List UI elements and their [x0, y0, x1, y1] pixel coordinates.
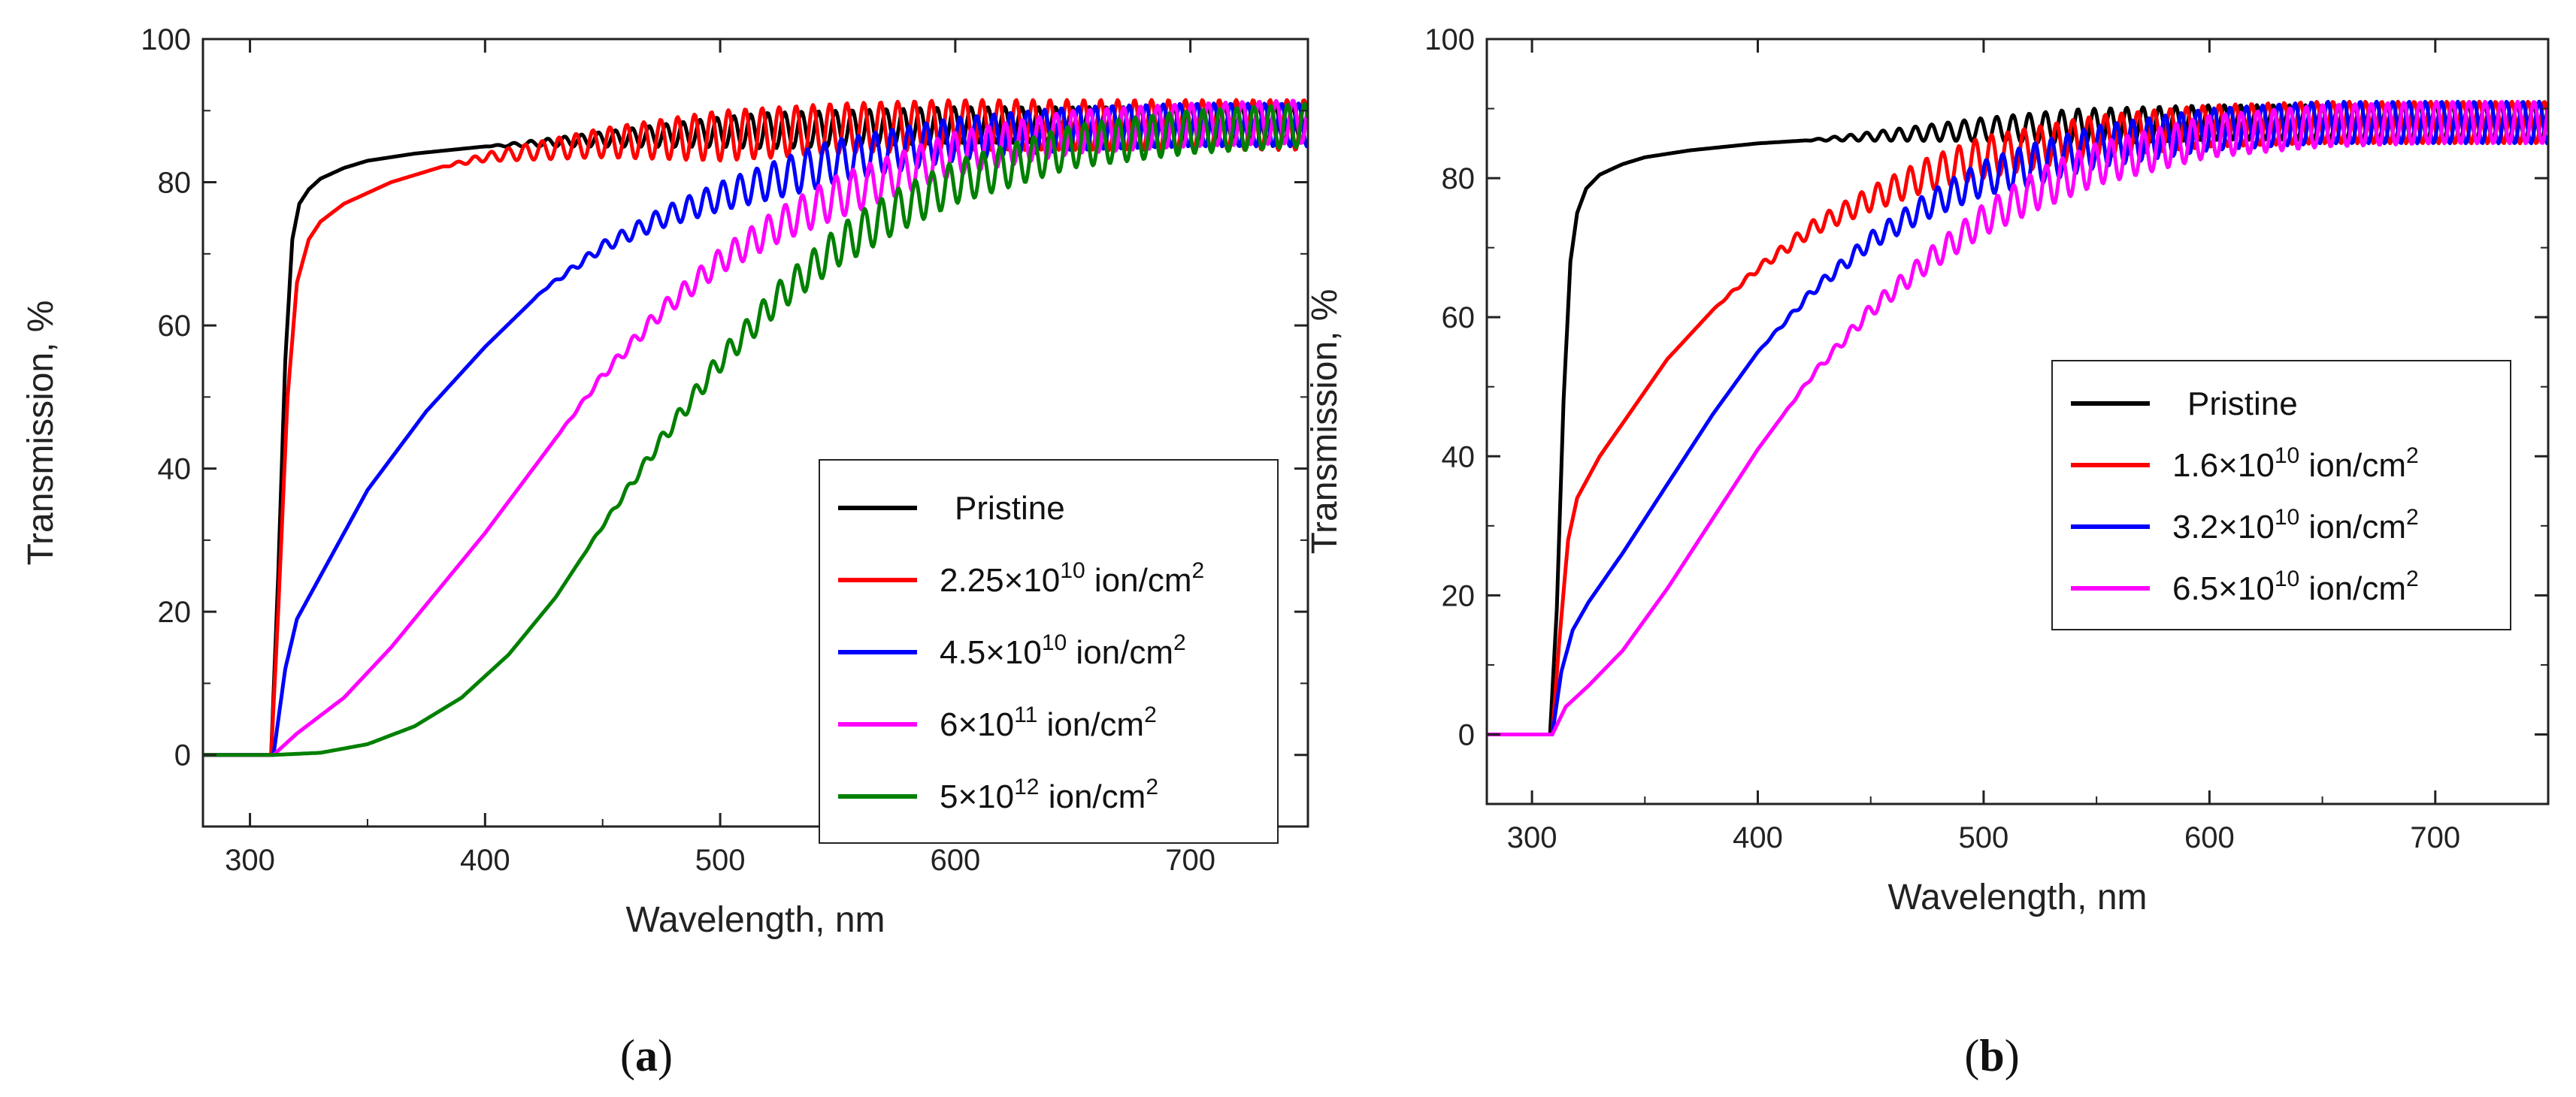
y-tick-label: 20 — [1442, 579, 1476, 612]
series-group — [1487, 99, 2548, 736]
x-tick-label: 400 — [1733, 821, 1783, 854]
legend-label: Pristine — [2187, 385, 2298, 422]
x-tick-label: 700 — [2410, 821, 2460, 854]
panel-label: (b) — [1964, 1031, 2019, 1080]
x-axis-label: Wavelength, nm — [1887, 878, 2147, 917]
plot-frame — [201, 38, 1309, 828]
y-tick-label: 60 — [158, 310, 192, 343]
y-tick-label: 20 — [158, 596, 192, 629]
legend: Pristine 1.6×1010 ion/cm2 3.2×1010 ion/cm2… — [2051, 360, 2511, 630]
x-tick-label: 500 — [1959, 821, 2009, 854]
legend-label: 6×1011 ion/cm2 — [940, 703, 1157, 743]
y-tick-label: 80 — [158, 167, 192, 200]
legend-label: 1.6×1010 ion/cm2 — [2172, 443, 2419, 484]
series-line-3 — [203, 98, 1308, 757]
y-tick-label: 60 — [1442, 301, 1476, 334]
chart-panel-a: 300 400 500 600 700 0 20 40 60 80 100 Wavelength, n… — [21, 23, 1309, 1080]
y-tick-label: 100 — [141, 23, 191, 56]
series-line-3 — [1487, 99, 2548, 736]
legend-label: 2.25×1010 ion/cm2 — [940, 558, 1204, 599]
y-tick-label: 0 — [1458, 718, 1475, 751]
x-tick-label: 600 — [930, 844, 980, 877]
legend-label: Pristine — [955, 490, 1065, 527]
x-tick-label: 600 — [2184, 821, 2235, 854]
series-line-4 — [203, 101, 1308, 757]
y-tick-label: 40 — [1442, 440, 1476, 473]
x-tick-label: 300 — [225, 844, 275, 877]
legend-label: 6.5×1010 ion/cm2 — [2172, 567, 2419, 607]
legend-label: 5×1012 ion/cm2 — [940, 775, 1158, 815]
y-axis-label: Transmission, % — [21, 301, 61, 566]
x-tick-label: 300 — [1507, 821, 1557, 854]
x-tick-label: 400 — [460, 844, 510, 877]
y-tick-label: 80 — [1442, 162, 1476, 195]
x-axis-label: Wavelength, nm — [625, 900, 885, 940]
x-tick-label: 500 — [695, 844, 746, 877]
legend-label: 4.5×1010 ion/cm2 — [940, 630, 1186, 671]
series-line-2 — [1487, 99, 2548, 736]
plot-frame — [1485, 38, 2550, 805]
y-tick-label: 40 — [158, 453, 192, 486]
y-tick-label: 100 — [1424, 23, 1475, 56]
series-group — [203, 98, 1308, 757]
legend-label: 3.2×1010 ion/cm2 — [2172, 505, 2419, 545]
panel-label: (a) — [620, 1031, 673, 1080]
x-tick-label: 700 — [1165, 844, 1215, 877]
chart-panel-b: 300 400 500 600 700 0 20 40 60 80 100 Wavelength, n… — [1305, 23, 2550, 1080]
y-axis-label: Transmission, % — [1305, 289, 1345, 555]
legend: Pristine 2.25×1010 ion/cm2 4.5×1010 ion/cm… — [819, 459, 1279, 844]
y-tick-label: 0 — [174, 739, 191, 772]
